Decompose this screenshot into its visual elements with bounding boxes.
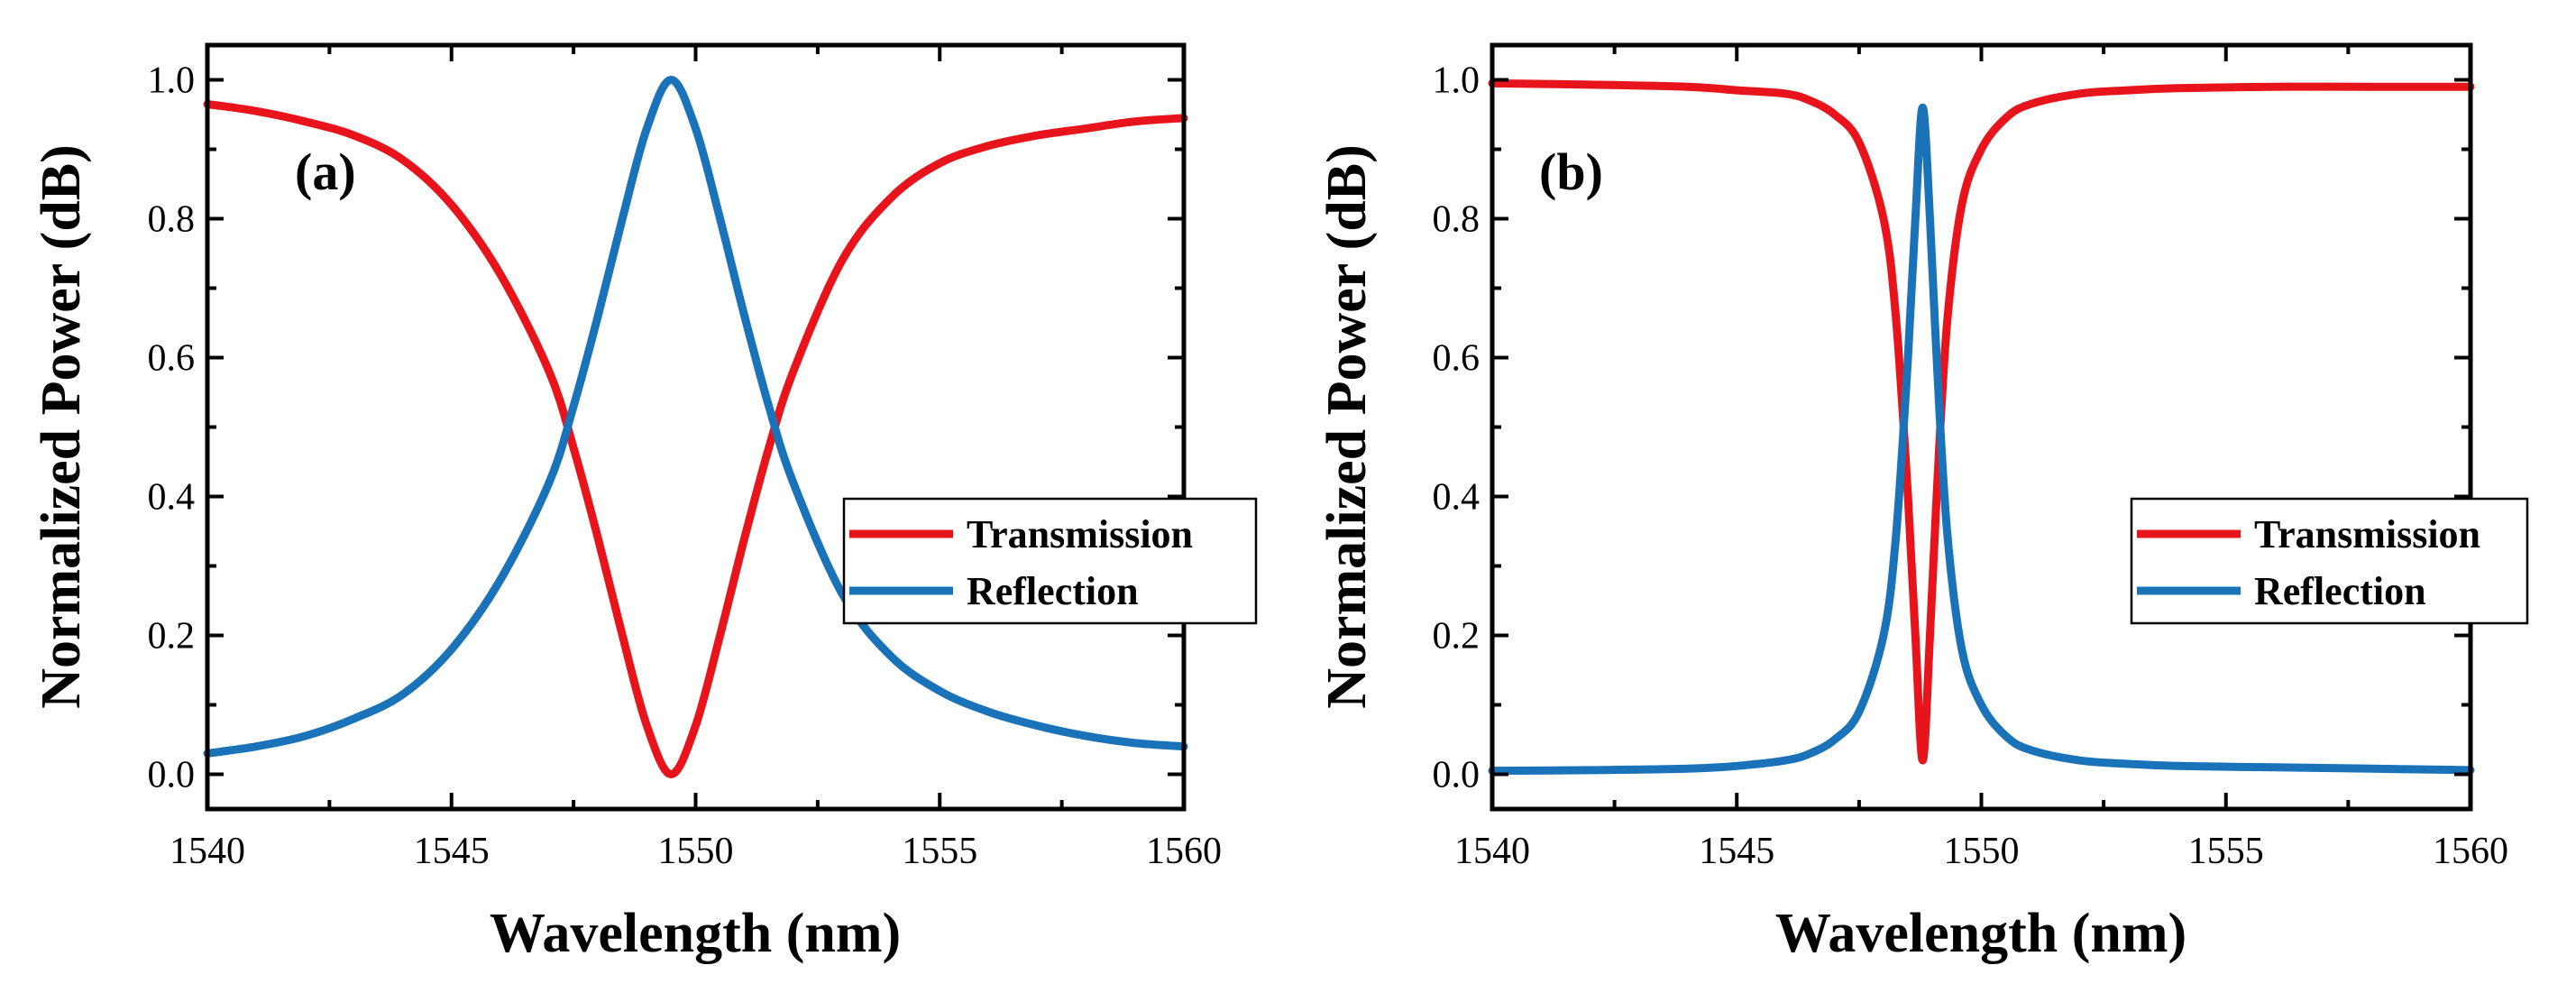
x-axis-title: Wavelength (nm) xyxy=(490,903,901,964)
y-tick-label: 0.2 xyxy=(1433,616,1481,657)
chart-panel-b: 1540 1545 1550 1555 1560 0.0 0.2 0.4 0.6 0.8 1.0 (… xyxy=(1316,42,2529,964)
series-line-transmission xyxy=(1488,78,2475,765)
y-tick-label: 1.0 xyxy=(1433,60,1481,102)
x-tick-label: 1555 xyxy=(902,831,977,872)
series-line-reflection xyxy=(1488,103,2475,776)
series-line-reflection xyxy=(203,76,1188,758)
legend-box xyxy=(842,497,1258,625)
legend: Transmission Reflection xyxy=(842,497,1258,625)
x-tick-label: 1550 xyxy=(1944,831,2020,872)
legend-label-transmission: Transmission xyxy=(967,512,1193,556)
y-tick-label: 1.0 xyxy=(148,60,196,102)
y-tick-label: 0.8 xyxy=(148,199,196,241)
panel-label: (a) xyxy=(295,143,356,201)
series-line-transmission xyxy=(203,100,1188,778)
legend-label-transmission: Transmission xyxy=(2254,512,2480,556)
x-tick-label: 1555 xyxy=(2188,831,2264,872)
ticks-group: 1540 1545 1550 1555 1560 0.0 0.2 0.4 0.6 0.8 1.0 xyxy=(1433,45,2508,872)
y-tick-label: 0.0 xyxy=(1433,755,1481,796)
legend-label-reflection: Reflection xyxy=(967,569,1139,613)
x-tick-label: 1540 xyxy=(1454,831,1530,872)
y-tick-label: 0.4 xyxy=(1433,477,1481,519)
x-tick-label: 1560 xyxy=(1146,831,1222,872)
legend-box xyxy=(2130,497,2529,625)
x-tick-label: 1540 xyxy=(170,831,245,872)
x-tick-label: 1545 xyxy=(1699,831,1774,872)
y-tick-label: 0.2 xyxy=(148,616,196,657)
y-tick-label: 0.8 xyxy=(1433,199,1481,241)
y-axis-title: Normalized Power (dB) xyxy=(1316,144,1378,709)
x-tick-label: 1545 xyxy=(414,831,490,872)
y-tick-label: 0.0 xyxy=(148,755,196,796)
y-tick-label: 0.6 xyxy=(148,338,196,380)
panel-label: (b) xyxy=(1539,143,1603,201)
y-axis-title: Normalized Power (dB) xyxy=(31,144,92,709)
chart-panel-a: 1540 1545 1550 1555 1560 0.0 0.2 0.4 0.6 0.8 1.0 (… xyxy=(31,42,1258,964)
curves-group xyxy=(1488,78,2475,776)
x-axis-title: Wavelength (nm) xyxy=(1775,903,2186,964)
ticks-group: 1540 1545 1550 1555 1560 0.0 0.2 0.4 0.6 0.8 1.0 xyxy=(148,45,1222,872)
plot-frame xyxy=(1490,42,2473,812)
y-tick-label: 0.6 xyxy=(1433,338,1481,380)
curves-group xyxy=(203,76,1188,778)
x-tick-label: 1550 xyxy=(658,831,734,872)
x-tick-label: 1560 xyxy=(2433,831,2508,872)
y-tick-label: 0.4 xyxy=(148,477,196,519)
legend-label-reflection: Reflection xyxy=(2254,569,2426,613)
legend: Transmission Reflection xyxy=(2130,497,2529,625)
